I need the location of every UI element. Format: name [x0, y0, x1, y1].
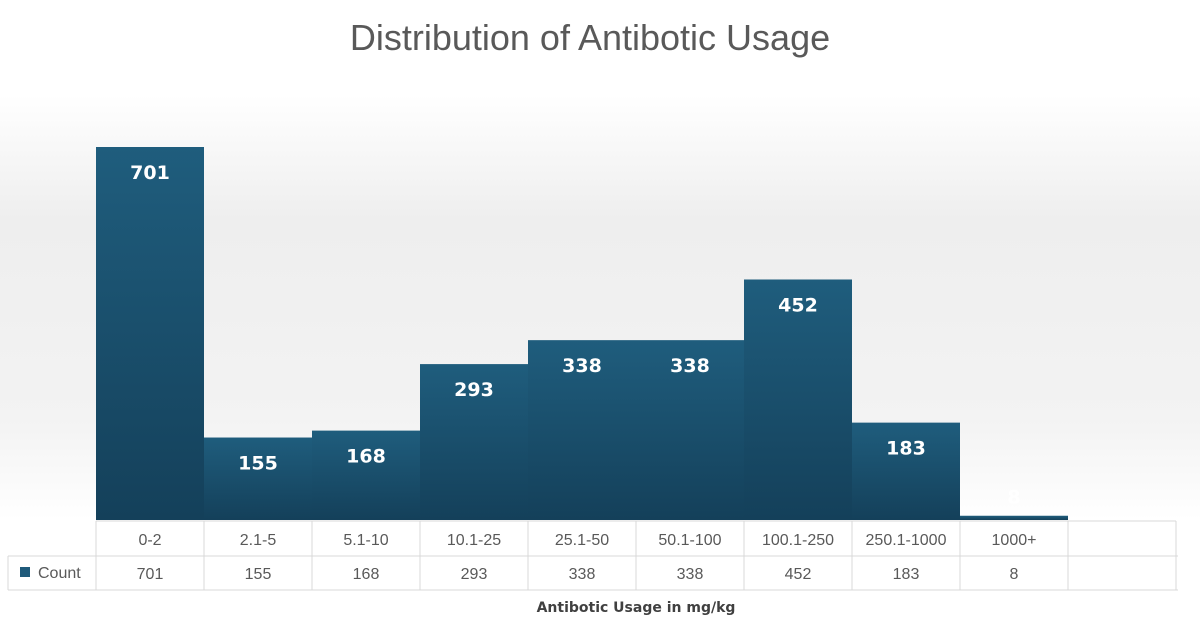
legend-label: Count	[38, 565, 81, 582]
bar-value-label: 293	[454, 379, 494, 401]
table-value: 293	[461, 566, 488, 583]
x-axis-title: Antibotic Usage in mg/kg	[537, 600, 736, 616]
chart-title: Distribution of Antibotic Usage	[350, 17, 830, 58]
category-label: 100.1-250	[762, 532, 834, 549]
table-value: 183	[893, 566, 920, 583]
category-label: 25.1-50	[555, 532, 609, 549]
category-label: 1000+	[992, 532, 1037, 549]
bar-10.1-25	[420, 364, 528, 520]
data-table: Count 0-2 701 2.1-5 155 5.1-10 168 10.1-25 293 25…	[7, 520, 1178, 591]
bar-50.1-100	[636, 340, 744, 520]
category-label: 2.1-5	[240, 532, 277, 549]
bar-value-label: 155	[238, 453, 278, 475]
category-label: 0-2	[138, 532, 161, 549]
category-label: 5.1-10	[343, 532, 388, 549]
bar-value-label: 183	[886, 438, 926, 460]
bar-25.1-50	[528, 340, 636, 520]
table-value: 701	[137, 566, 164, 583]
legend-swatch	[20, 567, 30, 577]
bar-value-label: 338	[670, 355, 710, 377]
bar-2.1-5	[204, 437, 312, 520]
table-value: 168	[353, 566, 380, 583]
category-label: 250.1-1000	[866, 532, 947, 549]
table-value: 155	[245, 566, 272, 583]
bar-value-label: 338	[562, 355, 602, 377]
bar-value-label: 168	[346, 446, 386, 468]
table-value: 452	[785, 566, 812, 583]
bar-100.1-250	[744, 279, 852, 520]
bar-value-label: 452	[778, 294, 818, 316]
bar-value-label: 701	[130, 162, 170, 184]
table-value: 338	[677, 566, 704, 583]
bar-1000+	[960, 515, 1068, 520]
bar-250.1-1000	[852, 422, 960, 520]
bar-value-label: 8	[1007, 487, 1020, 509]
bar-5.1-10	[312, 430, 420, 520]
table-value: 338	[569, 566, 596, 583]
category-label: 50.1-100	[658, 532, 721, 549]
bar-0-2	[96, 147, 204, 520]
table-value: 8	[1010, 566, 1019, 583]
bars-group: 701 155 168 293 338 338 452 183 8	[96, 147, 1068, 520]
category-label: 10.1-25	[447, 532, 501, 549]
